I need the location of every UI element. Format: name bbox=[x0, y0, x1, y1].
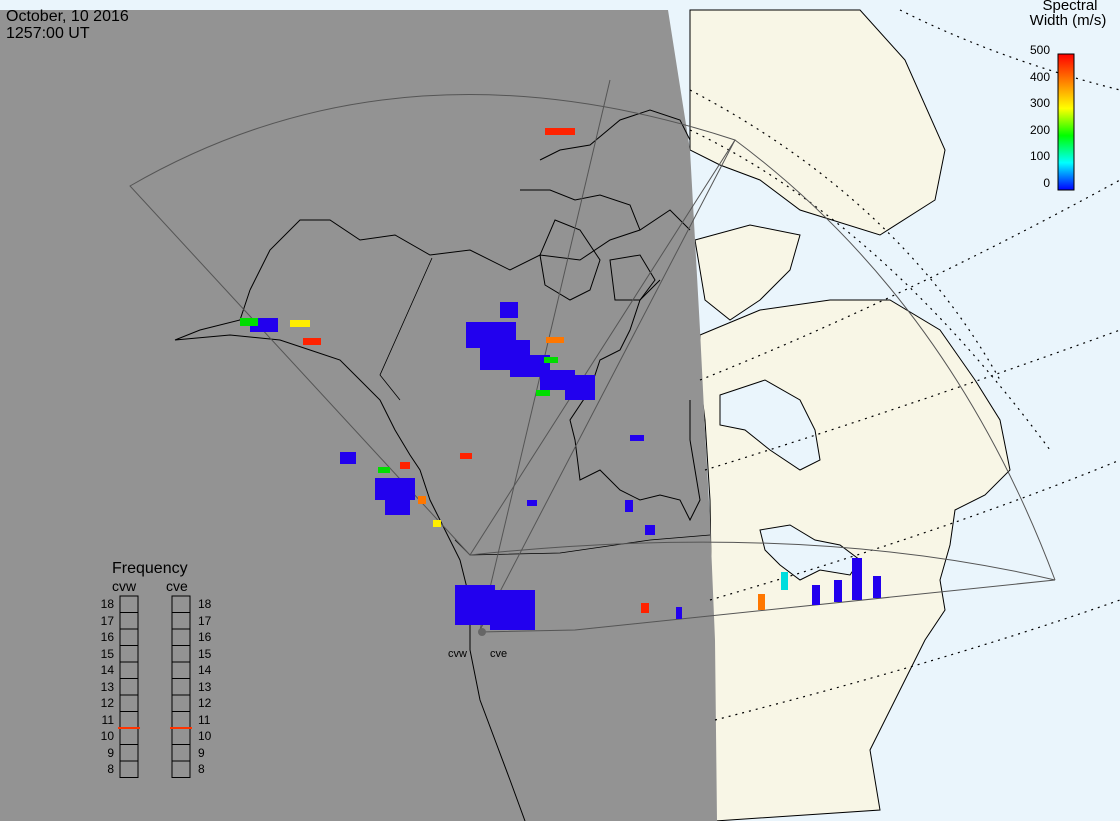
colorbar-tick: 0 bbox=[1043, 175, 1050, 190]
station-label-cvw: cvw bbox=[448, 648, 467, 660]
night-coastlines bbox=[174, 109, 701, 821]
spectral-colorbar bbox=[1057, 53, 1075, 191]
frequency-tick-left: 17 bbox=[100, 613, 114, 628]
frequency-panel bbox=[118, 595, 192, 778]
frequency-tick-right: 17 bbox=[198, 613, 212, 628]
frequency-cell bbox=[119, 612, 139, 630]
frequency-tick-right: 10 bbox=[198, 729, 212, 743]
colorbar-title-line2: Width (m/s) bbox=[1029, 12, 1107, 29]
frequency-tick-right: 9 bbox=[198, 745, 205, 760]
frequency-cell bbox=[171, 595, 191, 613]
frequency-cell bbox=[171, 694, 191, 712]
station-label-cve: cve bbox=[490, 648, 508, 660]
frequency-cell bbox=[171, 760, 191, 778]
frequency-cell bbox=[171, 744, 191, 762]
frequency-tick-right: 13 bbox=[198, 679, 212, 694]
frequency-tick-right: 16 bbox=[198, 630, 212, 644]
frequency-cell bbox=[171, 645, 191, 663]
frequency-cell bbox=[171, 727, 191, 745]
frequency-tick-left: 15 bbox=[100, 646, 114, 661]
frequency-tick-right: 14 bbox=[198, 663, 212, 677]
colorbar-tick: 500 bbox=[1029, 43, 1050, 57]
colorbar-title-line1: Spectral bbox=[1042, 0, 1098, 14]
latitude-rings bbox=[689, 9, 1120, 721]
frequency-tick-left: 13 bbox=[100, 679, 114, 694]
frequency-cell bbox=[119, 678, 139, 696]
frequency-radar-cve: cve bbox=[166, 578, 188, 594]
frequency-cell bbox=[171, 711, 191, 729]
frequency-cell bbox=[119, 760, 139, 778]
frequency-cell bbox=[119, 661, 139, 679]
frequency-cell bbox=[119, 711, 139, 729]
frequency-tick-left: 14 bbox=[100, 663, 114, 677]
frequency-tick-left: 16 bbox=[100, 630, 114, 644]
frequency-tick-right: 11 bbox=[198, 712, 211, 727]
frequency-tick-right: 8 bbox=[198, 762, 205, 776]
frequency-tick-left: 11 bbox=[101, 712, 114, 727]
colorbar-tick: 400 bbox=[1029, 69, 1050, 84]
great-lakes bbox=[759, 524, 861, 581]
hudson-bay bbox=[719, 379, 821, 471]
frequency-tick-left: 12 bbox=[100, 696, 114, 710]
frequency-radar-cvw: cvw bbox=[112, 578, 137, 594]
frequency-tick-left: 18 bbox=[100, 597, 114, 611]
time-label: 1257:00 UT bbox=[6, 25, 90, 42]
colorbar-tick: 200 bbox=[1029, 122, 1050, 137]
frequency-cell bbox=[171, 678, 191, 696]
frequency-tick-right: 18 bbox=[198, 597, 212, 611]
frequency-cell bbox=[119, 694, 139, 712]
frequency-tick-left: 8 bbox=[107, 762, 114, 776]
frequency-cell bbox=[119, 628, 139, 646]
frequency-cell bbox=[171, 661, 191, 679]
frequency-tick-left: 9 bbox=[107, 745, 114, 760]
frequency-tick-left: 10 bbox=[100, 729, 114, 743]
frequency-cell bbox=[119, 744, 139, 762]
frequency-cell bbox=[171, 628, 191, 646]
date-label: October, 10 2016 bbox=[6, 8, 129, 25]
frequency-cell bbox=[119, 645, 139, 663]
colorbar-tick: 300 bbox=[1029, 96, 1050, 110]
frequency-cell bbox=[171, 612, 191, 630]
radar-site-marker bbox=[478, 628, 486, 636]
frequency-cell bbox=[119, 595, 139, 613]
colorbar-tick: 100 bbox=[1029, 149, 1050, 163]
frequency-tick-right: 15 bbox=[198, 646, 212, 661]
radar-echoes bbox=[240, 128, 881, 630]
frequency-title: Frequency bbox=[112, 560, 188, 577]
frequency-cell bbox=[119, 727, 139, 745]
frequency-tick-right: 12 bbox=[198, 696, 212, 710]
